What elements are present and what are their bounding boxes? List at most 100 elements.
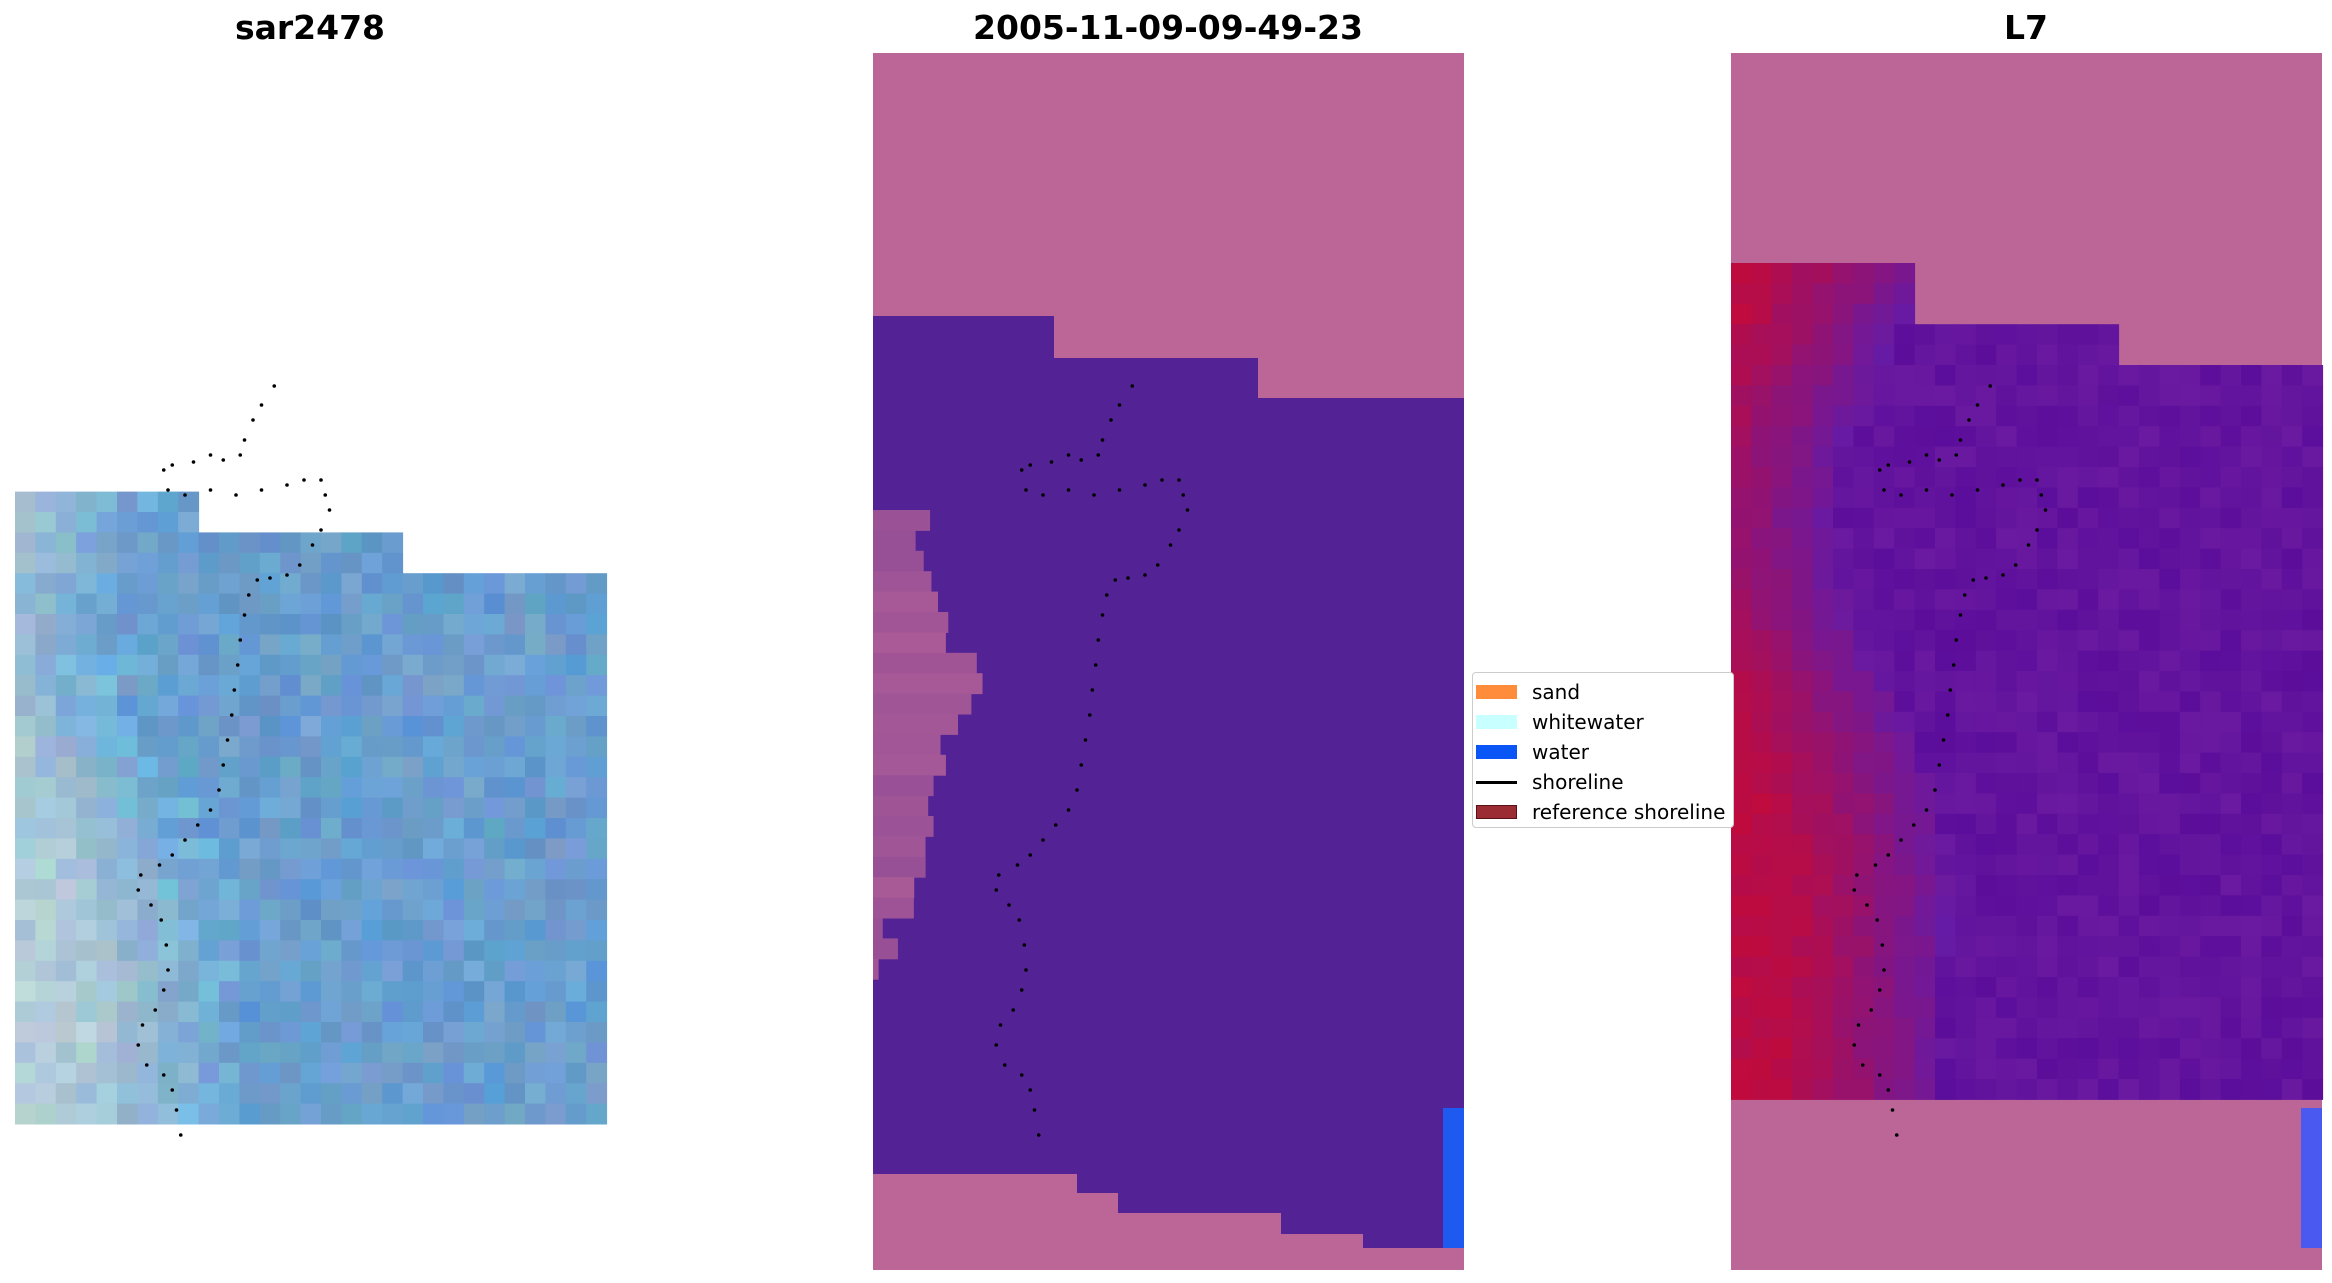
- shoreline-point: [1894, 1133, 1899, 1137]
- index-pixel: [2281, 487, 2303, 509]
- index-pixel: [1833, 752, 1854, 774]
- index-pixel: [2302, 875, 2324, 896]
- index-pixel: [2261, 569, 2283, 590]
- index-pixel: [2200, 1017, 2222, 1039]
- shoreline-point: [139, 873, 143, 877]
- rgb-pixel: [55, 960, 77, 982]
- rgb-pixel: [280, 1062, 302, 1084]
- rgb-pixel: [117, 1083, 138, 1105]
- rgb-pixel: [402, 858, 424, 880]
- rgb-pixel: [117, 1001, 138, 1023]
- rgb-pixel: [35, 858, 57, 880]
- rgb-pixel: [178, 695, 200, 717]
- land-pixel: [873, 652, 977, 674]
- index-pixel: [1873, 752, 1895, 774]
- rgb-pixel: [137, 675, 159, 697]
- rgb-pixel: [117, 654, 138, 676]
- index-pixel: [1975, 956, 1997, 978]
- index-pixel: [1771, 711, 1793, 733]
- rgb-pixel: [280, 858, 302, 880]
- index-pixel: [1833, 446, 1854, 468]
- index-pixel: [1955, 507, 1977, 529]
- rgb-pixel: [157, 858, 179, 880]
- shoreline-point: [1096, 638, 1101, 642]
- index-pixel: [1955, 834, 1977, 856]
- shoreline-point: [1017, 918, 1021, 922]
- rgb-pixel: [96, 552, 118, 574]
- panel-title-index: L7: [2004, 8, 2048, 47]
- index-pixel: [2179, 936, 2201, 958]
- index-pixel: [1996, 1017, 2018, 1039]
- rgb-pixel: [280, 654, 302, 676]
- rgb-pixel: [219, 654, 240, 676]
- index-pixel: [2098, 997, 2120, 1019]
- index-pixel: [2179, 1058, 2201, 1080]
- rgb-pixel: [280, 940, 302, 962]
- index-pixel: [2261, 711, 2283, 733]
- index-pixel: [1812, 630, 1834, 652]
- index-pixel: [1731, 997, 1752, 1019]
- rgb-pixel: [321, 1022, 342, 1043]
- index-pixel: [1792, 834, 1814, 856]
- index-pixel: [2139, 426, 2160, 448]
- shoreline-point: [1967, 418, 1971, 422]
- index-pixel: [1955, 548, 1977, 570]
- index-pixel: [1853, 691, 1875, 713]
- index-pixel: [1792, 813, 1814, 835]
- shoreline-point: [1924, 808, 1929, 812]
- index-pixel: [1975, 1038, 1997, 1060]
- index-pixel: [1955, 487, 1977, 509]
- index-pixel: [2016, 426, 2038, 448]
- index-pixel: [1833, 1038, 1854, 1060]
- shoreline-point: [140, 1023, 145, 1027]
- rgb-pixel: [219, 1083, 240, 1105]
- rgb-pixel: [361, 1083, 383, 1105]
- rgb-pixel: [361, 532, 383, 554]
- index-pixel: [1894, 1038, 1916, 1060]
- rgb-pixel: [463, 940, 485, 962]
- rgb-pixel: [259, 593, 281, 615]
- index-pixel: [1955, 793, 1977, 815]
- index-pixel: [1771, 548, 1793, 570]
- rgb-pixel: [280, 777, 302, 799]
- index-pixel: [1792, 365, 1814, 386]
- index-pixel: [2118, 875, 2140, 896]
- rgb-pixel: [423, 1062, 444, 1084]
- index-pixel: [2098, 854, 2120, 876]
- rgb-pixel: [219, 797, 240, 819]
- rgb-pixel: [137, 1083, 159, 1105]
- index-pixel: [2200, 1038, 2222, 1060]
- rgb-pixel: [157, 736, 179, 758]
- rgb-pixel: [463, 838, 485, 860]
- rgb-pixel: [545, 797, 567, 819]
- index-pixel: [1792, 630, 1814, 652]
- rgb-pixel: [586, 899, 608, 921]
- shoreline-point: [1083, 738, 1088, 742]
- rgb-pixel: [35, 756, 57, 778]
- rgb-pixel: [280, 879, 302, 901]
- index-pixel: [1812, 977, 1834, 998]
- index-pixel: [2139, 997, 2160, 1019]
- index-pixel: [2016, 752, 2038, 774]
- rgb-pixel: [55, 573, 77, 595]
- rgb-pixel: [382, 736, 404, 758]
- rgb-pixel: [198, 695, 220, 717]
- rgb-pixel: [219, 716, 240, 737]
- rgb-pixel: [565, 777, 587, 799]
- index-pixel: [1935, 365, 1956, 386]
- rgb-pixel: [463, 981, 485, 1003]
- index-pixel: [1955, 569, 1977, 590]
- index-pixel: [2057, 589, 2079, 611]
- rgb-pixel: [239, 654, 261, 676]
- rgb-pixel: [96, 614, 118, 635]
- index-pixel: [1873, 303, 1895, 325]
- index-pixel: [2200, 915, 2222, 937]
- legend-label: shoreline: [1532, 770, 1624, 794]
- index-pixel: [1833, 875, 1854, 896]
- index-pixel: [2220, 405, 2242, 427]
- rgb-pixel: [259, 838, 281, 860]
- rgb-pixel: [463, 1083, 485, 1105]
- shoreline-point: [1028, 853, 1033, 857]
- rgb-pixel: [423, 899, 444, 921]
